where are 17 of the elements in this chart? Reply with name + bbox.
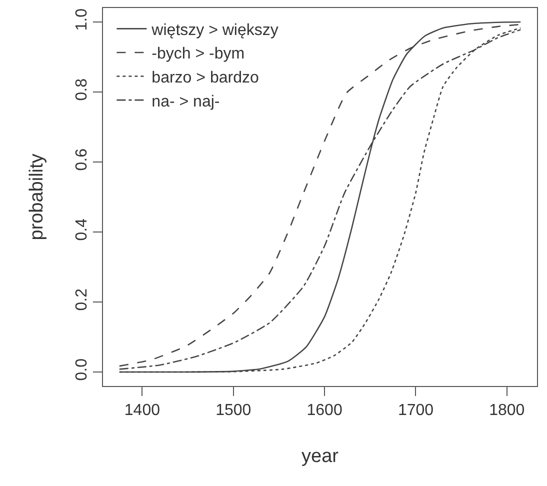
x-axis-title: year — [302, 446, 340, 467]
x-tick-label: 1600 — [306, 402, 342, 420]
x-tick-label: 1400 — [124, 402, 160, 420]
x-tick-label: 1700 — [398, 402, 434, 420]
y-tick-label: 0.6 — [74, 148, 91, 171]
legend-label: więtszy > większy — [150, 22, 278, 39]
legend-label: na- > naj- — [152, 93, 220, 110]
y-tick-label: 0.4 — [74, 218, 91, 241]
x-tick-label: 1500 — [216, 402, 252, 420]
y-tick-label: 0.8 — [74, 78, 91, 101]
legend-label: barzo > bardzo — [152, 70, 259, 87]
x-tick-label: 1800 — [489, 402, 525, 420]
y-tick-label: 1.0 — [74, 8, 91, 31]
legend-label: -bych > -bym — [152, 46, 245, 63]
y-tick-label: 0.0 — [74, 358, 91, 381]
y-axis-title: probability — [26, 153, 48, 240]
y-tick-label: 0.2 — [74, 288, 91, 311]
